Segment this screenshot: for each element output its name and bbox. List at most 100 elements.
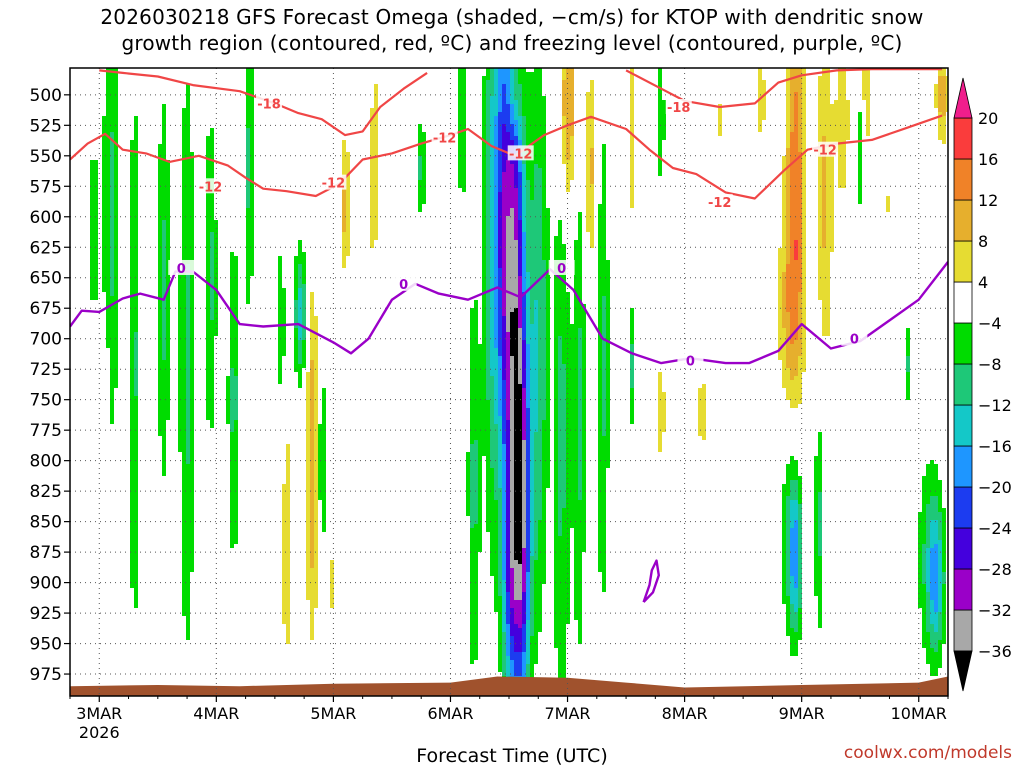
omega-cell <box>314 604 318 608</box>
omega-cell <box>510 316 514 320</box>
omega-cell <box>474 500 478 504</box>
omega-cell <box>538 468 542 472</box>
omega-cell <box>114 240 118 244</box>
omega-cell <box>498 180 502 184</box>
omega-cell <box>526 424 530 428</box>
omega-cell <box>502 580 506 584</box>
omega-cell <box>190 248 194 252</box>
omega-cell <box>502 420 506 424</box>
omega-cell <box>246 216 250 220</box>
omega-cell <box>166 336 170 340</box>
omega-cell <box>526 324 530 328</box>
omega-cell <box>542 416 546 420</box>
omega-cell <box>182 576 186 580</box>
omega-cell <box>302 268 306 272</box>
omega-cell <box>102 224 106 228</box>
omega-cell <box>162 104 166 108</box>
omega-cell <box>374 148 378 152</box>
omega-cell <box>542 328 546 332</box>
omega-cell <box>518 584 522 588</box>
omega-cell <box>190 472 194 476</box>
omega-cell <box>514 500 518 504</box>
omega-cell <box>526 160 530 164</box>
omega-cell <box>494 600 498 604</box>
omega-cell <box>310 480 314 484</box>
omega-cell <box>462 120 466 124</box>
omega-cell <box>250 204 254 208</box>
omega-cell <box>106 332 110 336</box>
omega-cell <box>494 412 498 416</box>
omega-cell <box>478 396 482 400</box>
omega-cell <box>482 176 486 180</box>
omega-cell <box>134 300 138 304</box>
omega-cell <box>94 220 98 224</box>
omega-cell <box>134 260 138 264</box>
omega-cell <box>250 144 254 148</box>
omega-cell <box>490 108 494 112</box>
omega-cell <box>418 160 422 164</box>
omega-cell <box>514 384 518 388</box>
omega-cell <box>530 380 534 384</box>
omega-cell <box>486 360 490 364</box>
omega-cell <box>478 344 482 348</box>
omega-cell <box>514 132 518 136</box>
omega-cell <box>130 400 134 404</box>
omega-cell <box>518 228 522 232</box>
omega-cell <box>474 616 478 620</box>
omega-cell <box>102 228 106 232</box>
omega-cell <box>482 200 486 204</box>
omega-cell <box>538 228 542 232</box>
omega-cell <box>538 572 542 576</box>
omega-cell <box>538 116 542 120</box>
omega-cell <box>546 300 550 304</box>
omega-cell <box>534 420 538 424</box>
omega-cell <box>114 352 118 356</box>
omega-cell <box>502 292 506 296</box>
omega-cell <box>230 440 234 444</box>
omega-cell <box>182 284 186 288</box>
omega-cell <box>134 492 138 496</box>
omega-cell <box>310 424 314 428</box>
omega-cell <box>130 368 134 372</box>
omega-cell <box>470 416 474 420</box>
omega-cell <box>510 192 514 196</box>
omega-cell <box>234 372 238 376</box>
omega-cell <box>530 436 534 440</box>
omega-cell <box>538 496 542 500</box>
omega-cell <box>110 104 114 108</box>
omega-cell <box>474 312 478 316</box>
omega-cell <box>534 608 538 612</box>
omega-cell <box>486 252 490 256</box>
omega-cell <box>114 260 118 264</box>
omega-cell <box>526 204 530 208</box>
omega-cell <box>514 400 518 404</box>
omega-cell <box>510 524 514 528</box>
omega-cell <box>94 280 98 284</box>
omega-cell <box>498 480 502 484</box>
omega-cell <box>526 268 530 272</box>
omega-cell <box>134 232 138 236</box>
omega-cell <box>514 296 518 300</box>
omega-cell <box>314 548 318 552</box>
omega-cell <box>498 256 502 260</box>
omega-cell <box>206 388 210 392</box>
omega-cell <box>542 292 546 296</box>
omega-cell <box>494 312 498 316</box>
omega-cell <box>510 132 514 136</box>
omega-cell <box>494 136 498 140</box>
omega-cell <box>534 484 538 488</box>
omega-cell <box>506 88 510 92</box>
omega-cell <box>162 252 166 256</box>
omega-cell <box>502 540 506 544</box>
omega-cell <box>542 560 546 564</box>
omega-cell <box>470 424 474 428</box>
omega-cell <box>526 248 530 252</box>
omega-cell <box>250 128 254 132</box>
omega-cell <box>230 404 234 408</box>
omega-cell <box>166 316 170 320</box>
omega-cell <box>502 564 506 568</box>
omega-cell <box>186 392 190 396</box>
omega-cell <box>282 492 286 496</box>
omega-cell <box>530 188 534 192</box>
omega-cell <box>206 380 210 384</box>
